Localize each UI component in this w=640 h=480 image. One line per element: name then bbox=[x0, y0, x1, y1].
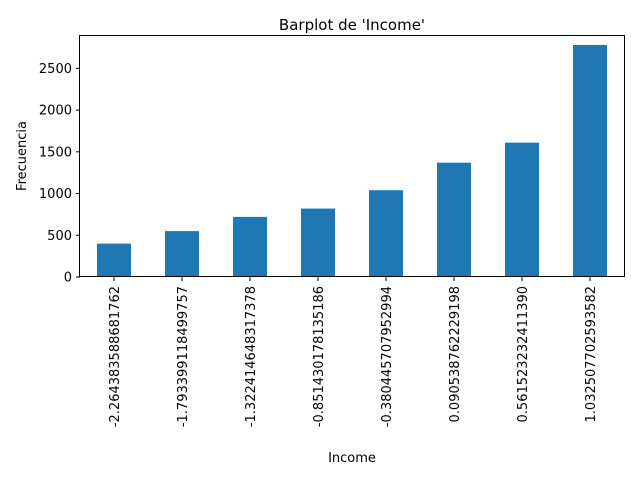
y-tick-label: 1500 bbox=[39, 145, 72, 160]
y-tick-label: 2000 bbox=[39, 104, 72, 119]
x-tick-label: -0.851430178135186 bbox=[312, 286, 327, 427]
y-tick-label: 2500 bbox=[39, 62, 72, 77]
y-axis: 0 500 1000 1500 2000 2500 bbox=[39, 62, 80, 286]
x-tick-label: -1.322414648317378 bbox=[244, 286, 259, 427]
y-tick-label: 1000 bbox=[39, 187, 72, 202]
bar bbox=[437, 162, 471, 277]
plot-frame bbox=[79, 35, 625, 277]
x-axis: -2.264383588681762 -1.793399118499757 -1.3… bbox=[108, 277, 599, 427]
y-tick-label: 500 bbox=[47, 229, 72, 244]
bar bbox=[233, 216, 267, 277]
x-tick-label: -0.380445707952994 bbox=[380, 286, 395, 427]
x-tick-label: 0.090538762229198 bbox=[448, 286, 463, 422]
bar bbox=[301, 208, 335, 277]
x-tick-label: -1.793399118499757 bbox=[176, 286, 191, 427]
x-axis-title: Income bbox=[328, 451, 376, 466]
bar bbox=[97, 243, 131, 277]
bar bbox=[505, 142, 539, 277]
bars-group bbox=[97, 45, 607, 277]
y-axis-title: Frecuencia bbox=[15, 121, 30, 191]
bar bbox=[573, 45, 607, 277]
bar bbox=[369, 190, 403, 277]
chart-title: Barplot de 'Income' bbox=[279, 16, 425, 34]
x-tick-label: 1.032507702593582 bbox=[584, 286, 599, 422]
x-tick-label: 0.561523232411390 bbox=[516, 286, 531, 422]
x-tick-label: -2.264383588681762 bbox=[108, 286, 123, 427]
y-tick-label: 0 bbox=[64, 271, 72, 286]
bar bbox=[165, 231, 199, 277]
